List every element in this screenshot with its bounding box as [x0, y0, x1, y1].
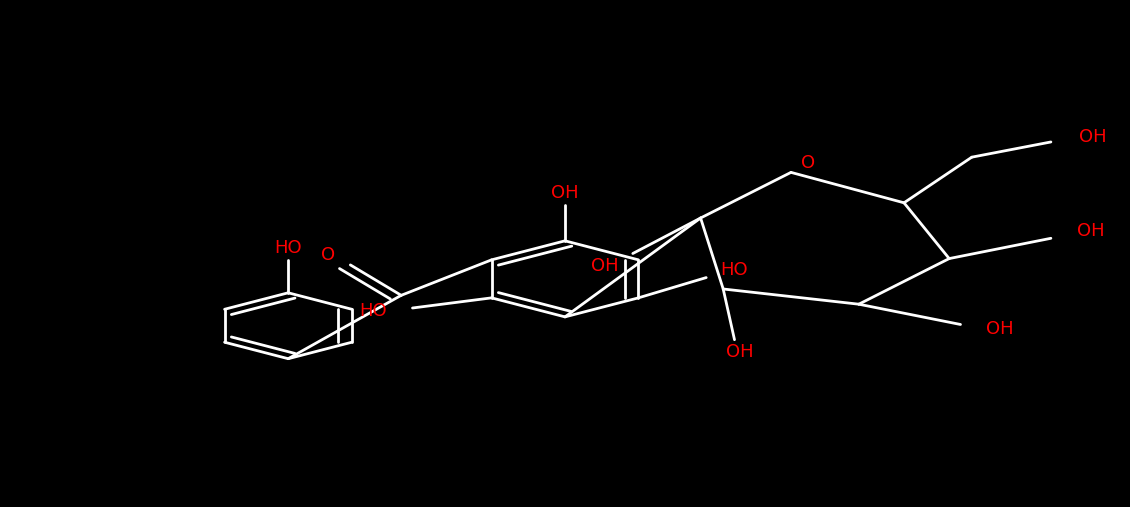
- Text: HO: HO: [721, 261, 748, 279]
- Text: O: O: [321, 246, 334, 264]
- Text: HO: HO: [359, 302, 386, 319]
- Text: HO: HO: [275, 239, 302, 257]
- Text: O: O: [801, 154, 815, 172]
- Text: OH: OH: [591, 257, 618, 275]
- Text: OH: OH: [1079, 128, 1106, 146]
- Text: OH: OH: [1077, 222, 1104, 240]
- Text: OH: OH: [986, 319, 1014, 338]
- Text: OH: OH: [551, 184, 579, 202]
- Text: OH: OH: [727, 343, 754, 361]
